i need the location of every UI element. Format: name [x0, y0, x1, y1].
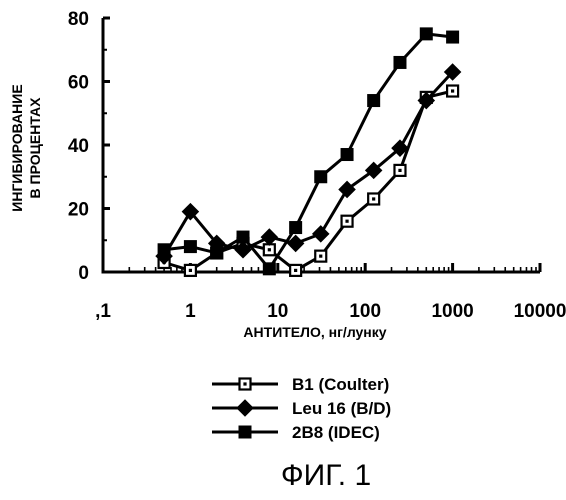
legend-label: Leu 16 (B/D) [292, 399, 391, 418]
legend-marker [236, 399, 254, 417]
series-line [164, 72, 453, 256]
y-tick-label: 0 [78, 263, 89, 284]
y-tick-label: 60 [68, 73, 89, 94]
marker-center-dot [398, 169, 401, 172]
data-point [393, 56, 406, 69]
data-point [264, 244, 275, 255]
data-point [289, 221, 302, 234]
figure-caption: ФИГ. 1 [281, 459, 371, 492]
marker-center-dot [319, 255, 322, 258]
x-tick-label: ,1 [95, 301, 111, 322]
y-axis-title-line-2: В ПРОЦЕНТАХ [27, 97, 43, 199]
data-point [290, 265, 301, 276]
legend-item: 2B8 (IDEC) [212, 423, 380, 442]
marker-center-dot [345, 220, 348, 223]
data-point [312, 225, 330, 243]
x-tick-label: 100 [349, 301, 381, 322]
x-tick-label: 1 [185, 301, 196, 322]
y-tick-label: 20 [68, 200, 89, 221]
marker-center-dot [243, 382, 246, 385]
data-point [342, 216, 353, 227]
legend-item: B1 (Coulter) [212, 375, 389, 394]
legend-label: B1 (Coulter) [292, 375, 389, 394]
legend-marker [240, 379, 251, 390]
data-point [158, 243, 171, 256]
series-line [164, 91, 453, 270]
legend: B1 (Coulter) Leu 16 (B/D) 2B8 (IDEC) [212, 375, 391, 442]
data-point [368, 193, 379, 204]
legend-label: 2B8 (IDEC) [292, 423, 380, 442]
data-point [341, 148, 354, 161]
marker-center-dot [294, 269, 297, 272]
x-tick-label: 1000 [431, 301, 473, 322]
legend-item: Leu 16 (B/D) [212, 399, 391, 418]
marker-center-dot [268, 248, 271, 251]
y-tick-label: 80 [68, 9, 89, 30]
data-point [184, 240, 197, 253]
series-1 [159, 86, 459, 276]
x-axis-title: АНТИТЕЛО, нг/лунку [243, 324, 386, 340]
data-point [237, 231, 250, 244]
marker-center-dot [372, 197, 375, 200]
x-tick-label: 10000 [514, 301, 566, 322]
data-point [263, 262, 276, 275]
data-point [447, 86, 458, 97]
data-point [185, 265, 196, 276]
axes: 0 20 40 60 80 ,1 1 10 100 1000 10000 [68, 9, 566, 322]
marker-center-dot [189, 269, 192, 272]
marker-center-dot [451, 89, 454, 92]
data-point [315, 251, 326, 262]
data-point [394, 165, 405, 176]
y-tick-label: 40 [68, 136, 89, 157]
data-point [210, 246, 223, 259]
y-axis-title: ИНГИБИРОВАНИЕ В ПРОЦЕНТАХ [9, 84, 43, 211]
data-point [420, 27, 433, 40]
series-layer [155, 27, 461, 276]
y-axis-title-line-1: ИНГИБИРОВАНИЕ [9, 84, 25, 211]
x-tick-label: 10 [267, 301, 288, 322]
data-point [367, 94, 380, 107]
data-point [314, 170, 327, 183]
data-point [446, 31, 459, 44]
series-2 [155, 63, 461, 265]
legend-marker [239, 426, 252, 439]
